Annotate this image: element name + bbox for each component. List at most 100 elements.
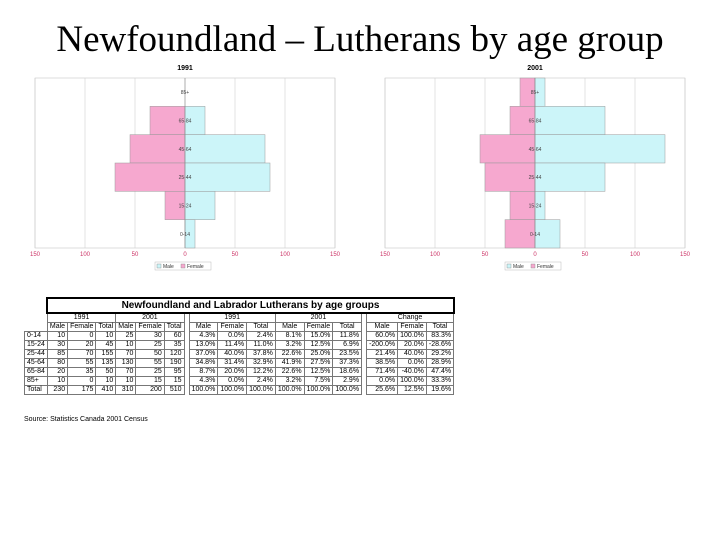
table-cell: 55 (135, 358, 165, 368)
table-cell: 71.4% (366, 367, 399, 377)
table-cell: 29.2% (425, 349, 455, 359)
table-cell: 15.0% (303, 331, 334, 341)
table-cell: 80 (46, 358, 69, 368)
bar-male (184, 134, 266, 164)
table-corner (25, 298, 48, 313)
row-label: 25-44 (24, 349, 48, 359)
table-row: Total 230 175 410 310 200 510 100.0% 100.0% 100.0… (24, 385, 455, 395)
x-tick-label: 150 (380, 252, 391, 258)
column-header: Male (46, 322, 69, 332)
column-header: Total (163, 322, 185, 332)
table-cell: 95 (163, 367, 185, 377)
table-cell: 2.4% (246, 331, 276, 341)
lutherans-table: Newfoundland and Labrador Lutherans by a… (24, 297, 455, 395)
table-cell: 510 (163, 385, 185, 395)
x-tick-label: 50 (132, 252, 139, 258)
table-cell: 50 (135, 349, 165, 359)
column-header: Total (425, 322, 455, 332)
group-header: 1991 (46, 312, 117, 323)
table-cell: 37.3% (332, 358, 363, 368)
table-cell: 70 (67, 349, 97, 359)
table-cell: 85 (46, 349, 69, 359)
table-cell: 37.8% (246, 349, 276, 359)
legend-swatch-female (530, 263, 536, 269)
row-label: 45-64 (24, 358, 48, 368)
table-cell: 410 (95, 385, 117, 395)
bar-female (129, 134, 186, 164)
table-cell: 11.0% (246, 340, 276, 350)
table-cell: 200 (135, 385, 165, 395)
chart-title: 2001 (527, 65, 543, 72)
table-cell: 38.5% (366, 358, 399, 368)
x-tick-label: 150 (30, 252, 41, 258)
table-cell: 10 (115, 376, 137, 386)
table-cell: 230 (46, 385, 69, 395)
legend-swatch-male (156, 263, 162, 269)
table-cell: 30 (135, 331, 165, 341)
table-cell: 25.6% (366, 385, 399, 395)
table-cell: 20 (46, 367, 69, 377)
table-cell: 55 (67, 358, 97, 368)
table-cell: 23.5% (332, 349, 363, 359)
table-cell: 45 (95, 340, 117, 350)
table-cell: 11.8% (332, 331, 363, 341)
table-cell: 13.0% (188, 340, 219, 350)
x-tick-label: 100 (80, 252, 91, 258)
table-cell: 12.2% (246, 367, 276, 377)
table-cell: 25 (135, 367, 165, 377)
x-tick-label: 50 (232, 252, 239, 258)
column-header: Total (332, 322, 363, 332)
table-cell: 100.0% (303, 385, 334, 395)
bar-male (534, 162, 606, 192)
table-cell: 25 (115, 331, 137, 341)
column-header: Female (303, 322, 334, 332)
table-cell: 310 (115, 385, 137, 395)
group-header: Change (366, 312, 455, 323)
bar-male (184, 162, 271, 192)
bar-male (534, 106, 606, 135)
table-cell: 22.6% (274, 367, 305, 377)
table-cell: 3.2% (274, 376, 305, 386)
table-cell: 2.9% (332, 376, 363, 386)
table-cell: 135 (95, 358, 117, 368)
x-tick-label: 150 (330, 252, 341, 258)
table-row: 0-14 10 0 10 25 30 60 4.3% 0.0% 2.4% 8.1% 15.0% 11.8… (24, 331, 455, 341)
table-cell: 70 (115, 349, 137, 359)
table-cell: 34.8% (188, 358, 219, 368)
table-cell: 10 (95, 376, 117, 386)
table-cell: -200.0% (366, 340, 399, 350)
group-header: 2001 (115, 312, 185, 323)
table-cell: 19.6% (425, 385, 455, 395)
table-cell: 100.0% (332, 385, 363, 395)
x-tick-label: 100 (280, 252, 291, 258)
legend-label-female: Female (187, 264, 204, 270)
table-cell: 60.0% (366, 331, 399, 341)
table-cell: 3.2% (274, 340, 305, 350)
legend-label-male: Male (163, 264, 174, 270)
column-header: Male (274, 322, 305, 332)
table-cell: 0 (67, 331, 97, 341)
table-cell: 22.6% (274, 349, 305, 359)
table-cell: 8.1% (274, 331, 305, 341)
table-cell: 6.9% (332, 340, 363, 350)
table-cell: 100.0% (397, 331, 427, 341)
row-label: 0-14 (24, 331, 48, 341)
table-cell: 130 (115, 358, 137, 368)
table-cell: 4.3% (188, 376, 219, 386)
x-tick-label: 50 (582, 252, 589, 258)
x-tick-label: 150 (680, 252, 691, 258)
column-header: Total (95, 322, 117, 332)
table-cell: 47.4% (425, 367, 455, 377)
column-header: Female (135, 322, 165, 332)
table-cell: 155 (95, 349, 117, 359)
bar-female (504, 219, 536, 249)
table-cell: 100.0% (188, 385, 219, 395)
table-cell: 10 (95, 331, 117, 341)
column-header: Female (217, 322, 248, 332)
table-cell: 11.4% (217, 340, 248, 350)
table-cell: 12.5% (303, 340, 334, 350)
table-cell: 0.0% (397, 358, 427, 368)
data-table-container: Newfoundland and Labrador Lutherans by a… (24, 297, 455, 395)
table-cell: 21.4% (366, 349, 399, 359)
